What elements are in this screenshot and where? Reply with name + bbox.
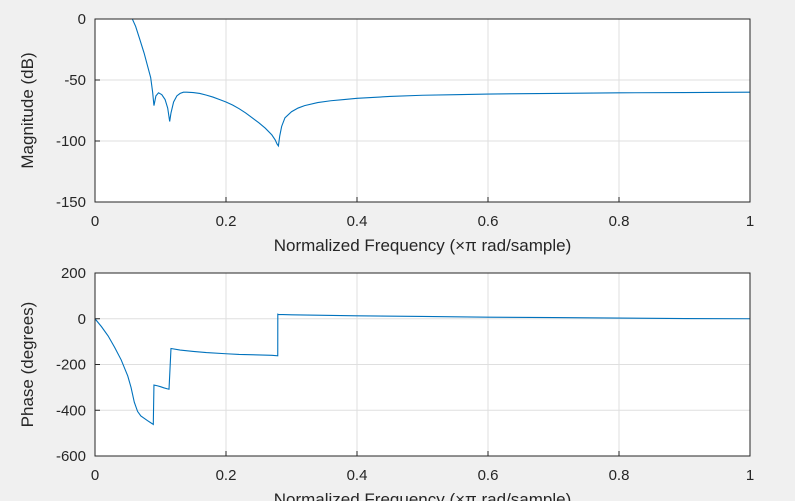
magnitude-y-axis-label: Magnitude (dB) <box>18 52 37 168</box>
magnitude-y-tick-label: -100 <box>56 133 86 150</box>
magnitude-y-tick-label: -50 <box>64 72 86 89</box>
phase-tick-marks <box>94 272 751 457</box>
magnitude-x-tick-label: 0.2 <box>216 213 237 230</box>
magnitude-y-tick-label: 0 <box>78 11 86 28</box>
magnitude-x-tick-label: 1 <box>746 213 754 230</box>
magnitude-x-tick-label: 0 <box>91 213 99 230</box>
phase-x-tick-label: 1 <box>746 467 754 484</box>
phase-x-tick-labels: 0 0.2 0.4 0.6 0.8 1 <box>91 467 754 484</box>
phase-y-tick-label: 0 <box>78 311 86 328</box>
phase-axes: 0 0.2 0.4 0.6 0.8 1 200 0 -200 -400 -600 Normaliz… <box>18 265 754 501</box>
magnitude-y-tick-label: -150 <box>56 194 86 211</box>
phase-y-tick-labels: 200 0 -200 -400 -600 <box>56 265 86 465</box>
phase-x-tick-label: 0.4 <box>347 467 368 484</box>
phase-y-tick-label: 200 <box>61 265 86 282</box>
magnitude-x-tick-label: 0.6 <box>478 213 499 230</box>
phase-x-tick-label: 0.8 <box>609 467 630 484</box>
magnitude-x-tick-label: 0.8 <box>609 213 630 230</box>
magnitude-y-tick-labels: 0 -50 -100 -150 <box>56 11 86 211</box>
magnitude-axes: 0 0.2 0.4 0.6 0.8 1 0 -50 -100 -150 Normalized F… <box>18 11 754 255</box>
magnitude-tick-marks <box>94 18 751 203</box>
phase-x-tick-label: 0.2 <box>216 467 237 484</box>
phase-response-line <box>94 313 751 426</box>
phase-x-axis-label: Normalized Frequency (×π rad/sample) <box>274 490 572 501</box>
phase-y-tick-label: -400 <box>56 402 86 419</box>
magnitude-x-tick-label: 0.4 <box>347 213 368 230</box>
magnitude-response-line <box>95 18 751 148</box>
phase-x-tick-label: 0.6 <box>478 467 499 484</box>
phase-y-tick-label: -600 <box>56 448 86 465</box>
magnitude-plot-area <box>95 19 750 202</box>
magnitude-x-tick-labels: 0 0.2 0.4 0.6 0.8 1 <box>91 213 754 230</box>
phase-x-tick-label: 0 <box>91 467 99 484</box>
magnitude-axes-box <box>94 18 751 203</box>
phase-y-tick-label: -200 <box>56 357 86 374</box>
phase-y-axis-label: Phase (degrees) <box>18 302 37 428</box>
magnitude-x-axis-label: Normalized Frequency (×π rad/sample) <box>274 236 572 255</box>
